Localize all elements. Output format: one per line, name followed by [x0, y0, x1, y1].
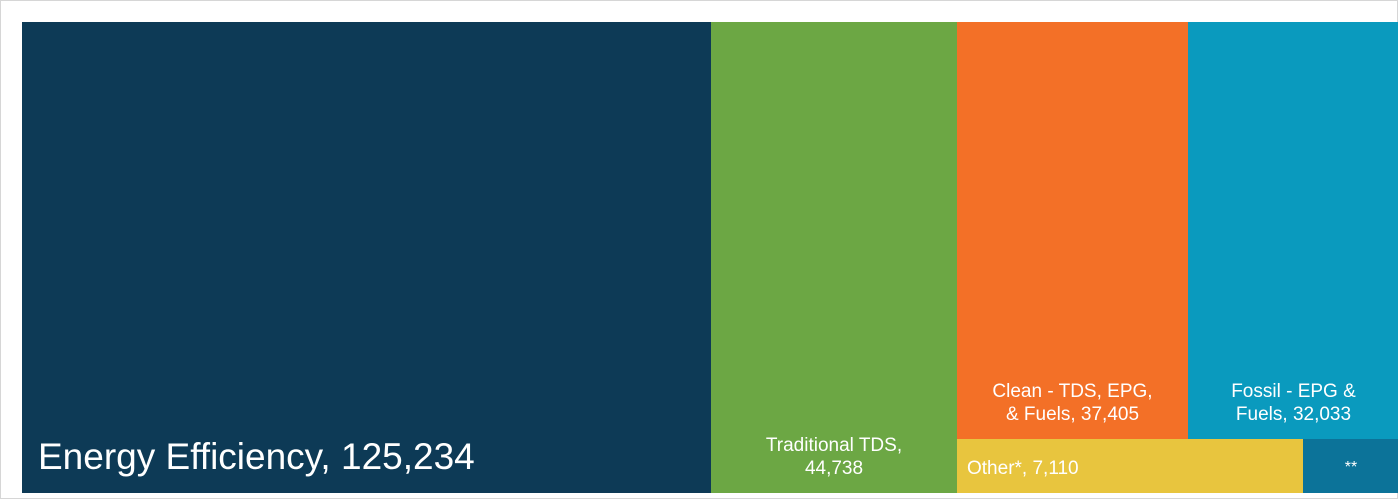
label-clean-line2: & Fuels, 37,405 — [1005, 404, 1140, 426]
tile-traditional-tds[interactable]: Traditional TDS, 44,738 — [711, 22, 957, 493]
label-fossil-line2: Fuels, 32,033 — [1235, 404, 1352, 426]
label-fossil-line1: Fossil - EPG & — [1231, 381, 1356, 403]
tile-fossil-epg-fuels[interactable]: Fossil - EPG & Fuels, 32,033 — [1188, 22, 1398, 439]
tile-double-asterisk[interactable]: ** — [1303, 439, 1398, 493]
label-traditional-tds-line2: 44,738 — [804, 458, 864, 480]
label-double-asterisk: ** — [1344, 458, 1358, 476]
tile-clean-tds-epg-fuels[interactable]: Clean - TDS, EPG, & Fuels, 37,405 — [957, 22, 1188, 439]
tile-other[interactable]: Other*, 7,110 — [957, 439, 1303, 493]
label-fossil: Fossil - EPG & Fuels, 32,033 — [1188, 381, 1398, 427]
label-other: Other*, 7,110 — [967, 458, 1079, 480]
label-traditional-tds-line1: Traditional TDS, — [765, 435, 903, 457]
treemap-chart: Energy Efficiency, 125,234 Traditional T… — [22, 22, 1398, 493]
tile-energy-efficiency[interactable]: Energy Efficiency, 125,234 — [22, 22, 711, 493]
label-energy-efficiency: Energy Efficiency, 125,234 — [38, 435, 475, 477]
label-clean-line1: Clean - TDS, EPG, — [992, 381, 1153, 403]
label-traditional-tds: Traditional TDS, 44,738 — [711, 435, 957, 481]
label-clean: Clean - TDS, EPG, & Fuels, 37,405 — [957, 381, 1188, 427]
